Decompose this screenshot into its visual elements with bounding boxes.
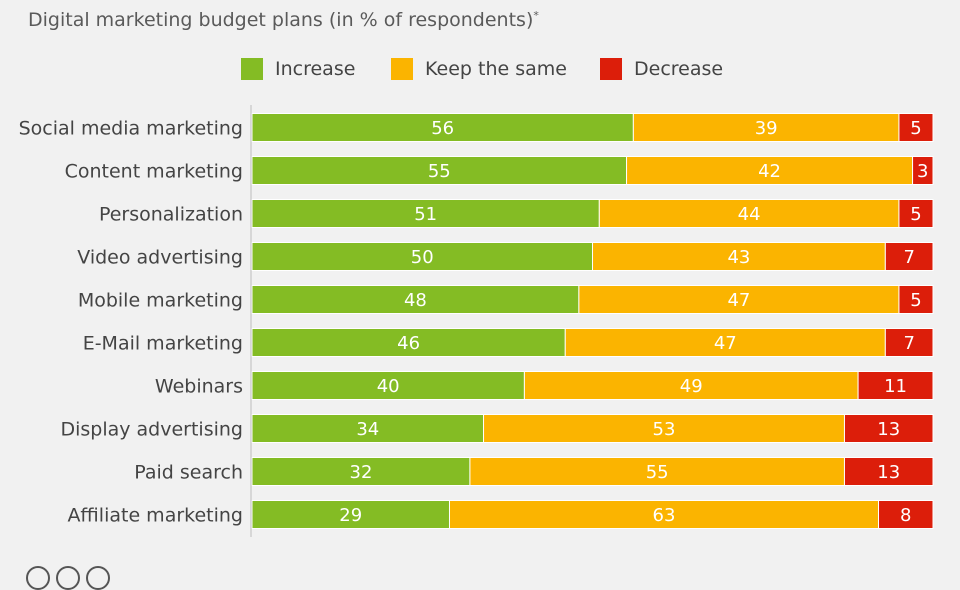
data-label-increase: 34 [356, 419, 379, 440]
bar-segment-keep-the-same[interactable] [626, 156, 914, 185]
data-label-decrease: 13 [877, 419, 900, 440]
legend-label-keep-the-same: Keep the same [425, 58, 567, 80]
category-label: Video advertising [77, 247, 243, 269]
data-label-keep-the-same: 55 [646, 462, 669, 483]
data-label-keep-the-same: 43 [727, 247, 750, 268]
bar-segment-keep-the-same[interactable] [523, 371, 859, 400]
data-label-decrease: 7 [903, 247, 914, 268]
data-label-decrease: 5 [910, 204, 921, 225]
bar-segment-increase[interactable] [251, 285, 580, 314]
data-label-increase: 51 [414, 204, 437, 225]
legend-swatch-increase [241, 58, 263, 80]
bar-row-paid-search: Paid search 32 55 13 [134, 457, 934, 486]
bar-segment-increase[interactable] [251, 414, 485, 443]
data-label-increase: 46 [397, 333, 420, 354]
category-label: E-Mail marketing [83, 333, 243, 355]
bar-segment-increase[interactable] [251, 156, 628, 185]
stacked-bar-chart: Social media marketing 56 39 5 Content marke… [19, 105, 934, 537]
legend-item-keep-the-same: Keep the same [391, 58, 567, 80]
bar-segment-decrease[interactable] [843, 457, 934, 486]
data-label-increase: 40 [377, 376, 400, 397]
data-label-keep-the-same: 63 [653, 505, 676, 526]
bar-segment-decrease[interactable] [884, 328, 934, 357]
bar-segment-decrease[interactable] [857, 371, 934, 400]
data-label-keep-the-same: 47 [727, 290, 750, 311]
bar-row-webinars: Webinars 40 49 11 [155, 371, 934, 400]
bar-row-display-advertising: Display advertising 34 53 13 [60, 414, 934, 443]
legend-label-decrease: Decrease [634, 58, 724, 80]
legend-swatch-keep-the-same [391, 58, 413, 80]
data-label-decrease: 7 [903, 333, 914, 354]
bar-segment-keep-the-same[interactable] [564, 328, 886, 357]
bar-segment-keep-the-same[interactable] [578, 285, 900, 314]
bar-segment-keep-the-same[interactable] [483, 414, 845, 443]
category-label: Paid search [134, 462, 243, 484]
data-label-increase: 50 [411, 247, 434, 268]
bar-row-content-marketing: Content marketing 55 42 3 [65, 156, 934, 185]
data-label-keep-the-same: 42 [758, 161, 781, 182]
bar-segment-decrease[interactable] [912, 156, 934, 185]
chart-legend: Increase Keep the same Decrease [0, 58, 960, 82]
bar-row-social-media-marketing: Social media marketing 56 39 5 [19, 113, 934, 142]
legend-item-increase: Increase [241, 58, 355, 80]
legend-swatch-decrease [600, 58, 622, 80]
bar-segment-increase[interactable] [251, 242, 593, 271]
bar-segment-keep-the-same[interactable] [632, 113, 900, 142]
bar-row-personalization: Personalization 51 44 5 [99, 199, 934, 228]
subtitle-footnote-mark: * [533, 9, 539, 22]
category-label: Mobile marketing [78, 290, 243, 312]
data-label-decrease: 5 [910, 118, 921, 139]
category-label: Display advertising [60, 419, 243, 441]
bar-segment-keep-the-same[interactable] [448, 500, 880, 529]
data-label-keep-the-same: 49 [680, 376, 703, 397]
bar-segment-decrease[interactable] [884, 242, 934, 271]
data-label-increase: 32 [350, 462, 373, 483]
data-label-increase: 29 [339, 505, 362, 526]
category-label: Affiliate marketing [67, 505, 243, 527]
legend-item-decrease: Decrease [600, 58, 723, 80]
bar-segment-increase[interactable] [251, 371, 525, 400]
data-label-decrease: 8 [900, 505, 911, 526]
data-label-decrease: 11 [884, 376, 907, 397]
bar-segment-increase[interactable] [251, 328, 566, 357]
bar-segment-keep-the-same[interactable] [598, 199, 900, 228]
bar-segment-decrease[interactable] [878, 500, 934, 529]
category-label: Personalization [99, 204, 243, 226]
bar-row-affiliate-marketing: Affiliate marketing 29 63 8 [67, 500, 934, 529]
data-label-decrease: 3 [917, 161, 928, 182]
data-label-keep-the-same: 44 [738, 204, 761, 225]
bar-segment-decrease[interactable] [898, 113, 934, 142]
bar-segment-increase[interactable] [251, 199, 600, 228]
data-label-decrease: 13 [877, 462, 900, 483]
bar-segment-increase[interactable] [251, 500, 450, 529]
data-label-keep-the-same: 53 [653, 419, 676, 440]
bar-segment-keep-the-same[interactable] [592, 242, 886, 271]
attribution-icon[interactable] [56, 566, 80, 590]
bar-segment-decrease[interactable] [898, 199, 934, 228]
bar-row-video-advertising: Video advertising 50 43 7 [77, 242, 934, 271]
bar-segment-decrease[interactable] [843, 414, 934, 443]
data-label-decrease: 5 [910, 290, 921, 311]
no-derivatives-icon[interactable] [86, 566, 110, 590]
subtitle-text: Digital marketing budget plans (in % of … [28, 9, 534, 31]
bar-segment-decrease[interactable] [898, 285, 934, 314]
data-label-keep-the-same: 47 [714, 333, 737, 354]
category-label: Content marketing [65, 161, 243, 183]
creative-commons-icon[interactable] [26, 566, 50, 590]
legend-label-increase: Increase [275, 58, 356, 80]
chart-subtitle: Digital marketing budget plans (in % of … [28, 9, 539, 31]
footer-license-icons [26, 566, 110, 590]
data-label-keep-the-same: 39 [755, 118, 778, 139]
data-label-increase: 48 [404, 290, 427, 311]
data-label-increase: 56 [431, 118, 454, 139]
category-label: Social media marketing [19, 118, 243, 140]
category-label: Webinars [155, 376, 243, 398]
data-label-increase: 55 [428, 161, 451, 182]
bar-row-mobile-marketing: Mobile marketing 48 47 5 [78, 285, 934, 314]
bar-row-e-mail-marketing: E-Mail marketing 46 47 7 [83, 328, 934, 357]
